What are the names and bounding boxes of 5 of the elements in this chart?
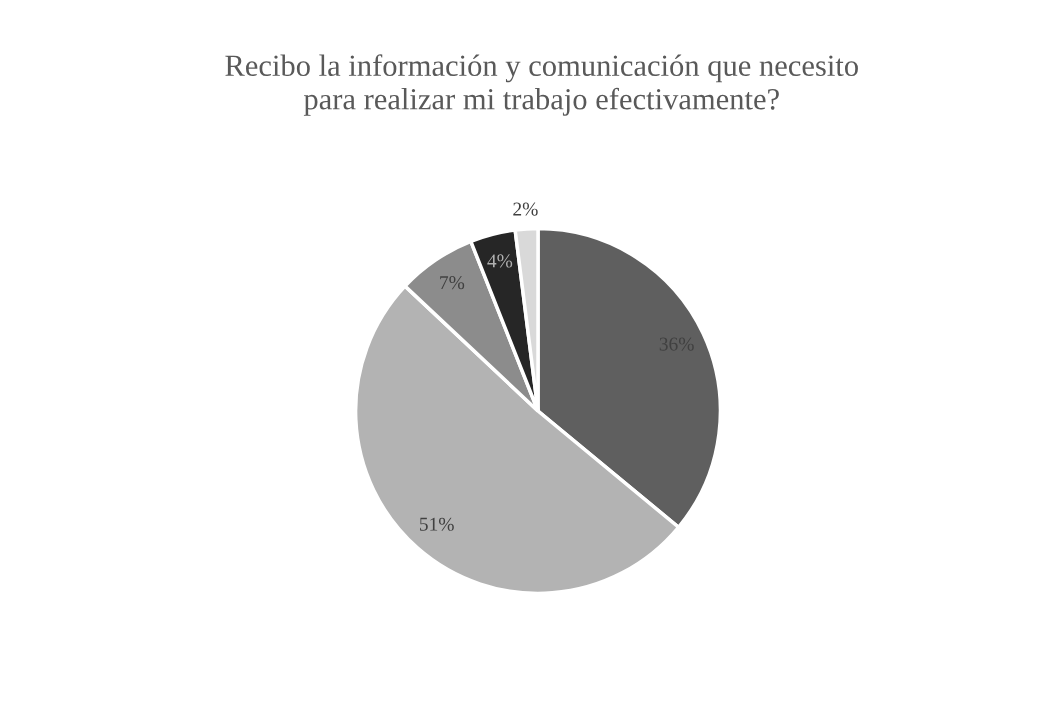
data-label: 4%: [487, 254, 513, 268]
chart-title: Recibo la información y comunicación que necesito para realizar mi trabajo efectivamente?: [225, 54, 858, 116]
data-label: 2%: [513, 202, 538, 216]
data-label: 7%: [440, 276, 465, 290]
data-label: 51%: [419, 517, 454, 531]
